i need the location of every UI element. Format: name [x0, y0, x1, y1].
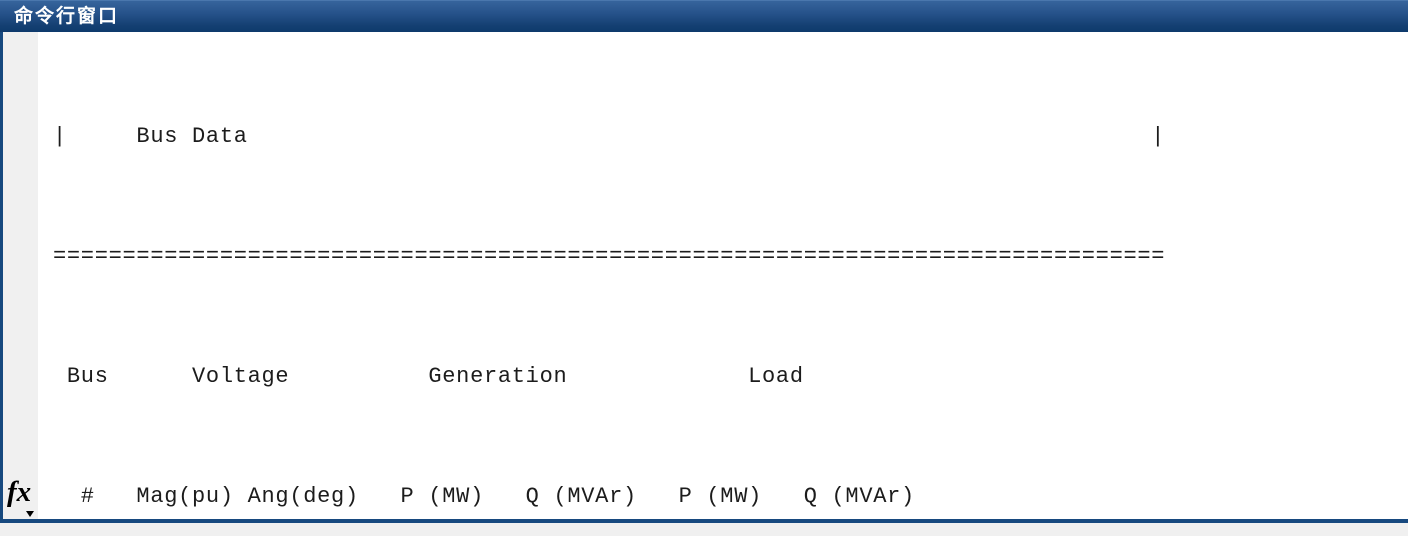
console-line-column-groups: Bus Voltage Generation Load: [53, 364, 804, 389]
console-line-column-headers: # Mag(pu) Ang(deg) P (MW) Q (MVAr) P (MW…: [53, 484, 915, 509]
command-window-title: 命令行窗口: [14, 6, 120, 27]
command-window-body: fx | Bus Data | ========================…: [0, 32, 1408, 523]
console-line-double-rule: ========================================…: [53, 244, 1166, 269]
fx-icon: fx: [7, 476, 32, 508]
console-line-bus-data-title: | Bus Data |: [53, 124, 1166, 149]
command-window-titlebar[interactable]: 命令行窗口: [0, 0, 1408, 32]
console-output-area[interactable]: | Bus Data | ===========================…: [38, 32, 1408, 519]
command-window-gutter: fx: [3, 32, 38, 519]
window-bottom-margin: [0, 523, 1408, 536]
function-hints-button[interactable]: fx: [4, 476, 37, 518]
command-window: 命令行窗口 fx | Bus Data | ==================…: [0, 0, 1408, 523]
chevron-down-icon: [26, 511, 34, 517]
